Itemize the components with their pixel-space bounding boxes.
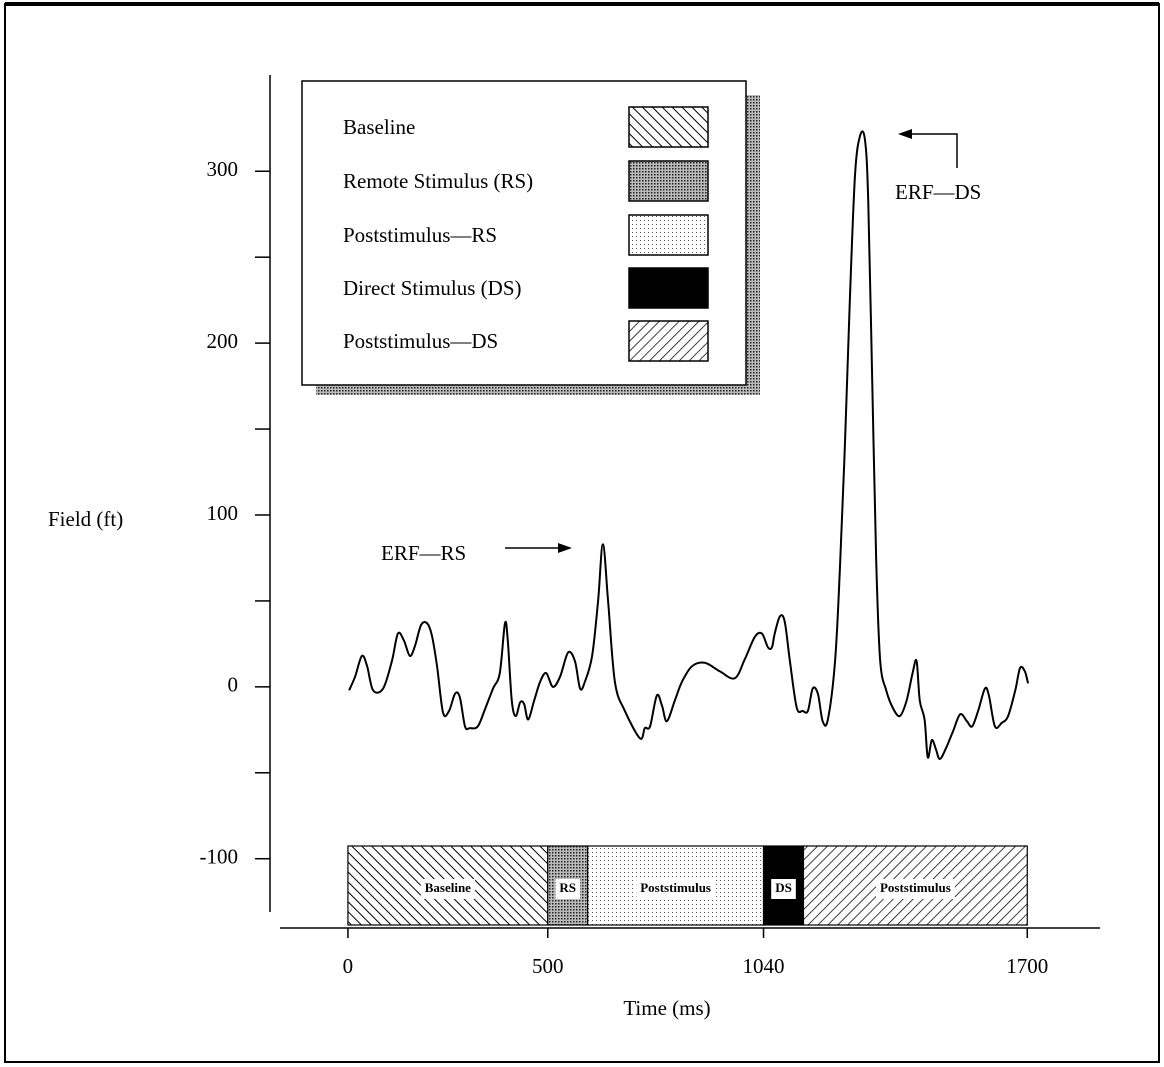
x-axis-label: Time (ms) [623,996,710,1020]
legend-swatch [628,160,709,202]
x-tick-label: 1700 [1006,954,1048,978]
segment-label-bg [771,879,796,899]
segment-label: Poststimulus [880,880,951,895]
line [348,130,1030,761]
legend-swatch [628,320,709,362]
legend-label: Direct Stimulus (DS) [343,276,522,300]
legend-label: Poststimulus—RS [343,223,497,247]
annotation: ERF—RS [381,541,466,565]
arrow-head [558,543,572,553]
y-tick-label: 0 [228,673,239,697]
annotation-arrow [910,133,958,168]
segment-label: Baseline [425,880,471,895]
y-tick-label: 200 [207,329,239,353]
legend-label: Baseline [343,115,415,139]
legend-label: Poststimulus—DS [343,329,498,353]
segment-label: Poststimulus [640,880,711,895]
x-tick-label: 0 [343,954,354,978]
x-tick-label: 500 [532,954,564,978]
legend-swatch [628,214,709,256]
segment-label-bg [420,879,475,899]
legend-swatch [628,106,709,148]
legend: Baseline Remote Stimulus (RS) Poststimulus… [301,80,760,395]
legend-label: Remote Stimulus (RS) [343,169,533,193]
y-tick-label: -100 [200,845,239,869]
arrow-head [898,129,912,139]
segment [762,845,805,926]
y-axis-label: Field (ft) [48,507,123,531]
segment-label-bg [555,879,581,899]
segment-label-bg [875,879,955,899]
segment-label: DS [775,880,792,895]
segment-label-bg [636,879,716,899]
annotation: ERF—DS [895,180,981,204]
legend-swatch [628,267,709,309]
segment-label: RS [559,880,576,895]
y-tick-label: 100 [207,501,239,525]
y-tick-label: 300 [207,157,239,181]
x-tick-label: 1040 [743,954,785,978]
